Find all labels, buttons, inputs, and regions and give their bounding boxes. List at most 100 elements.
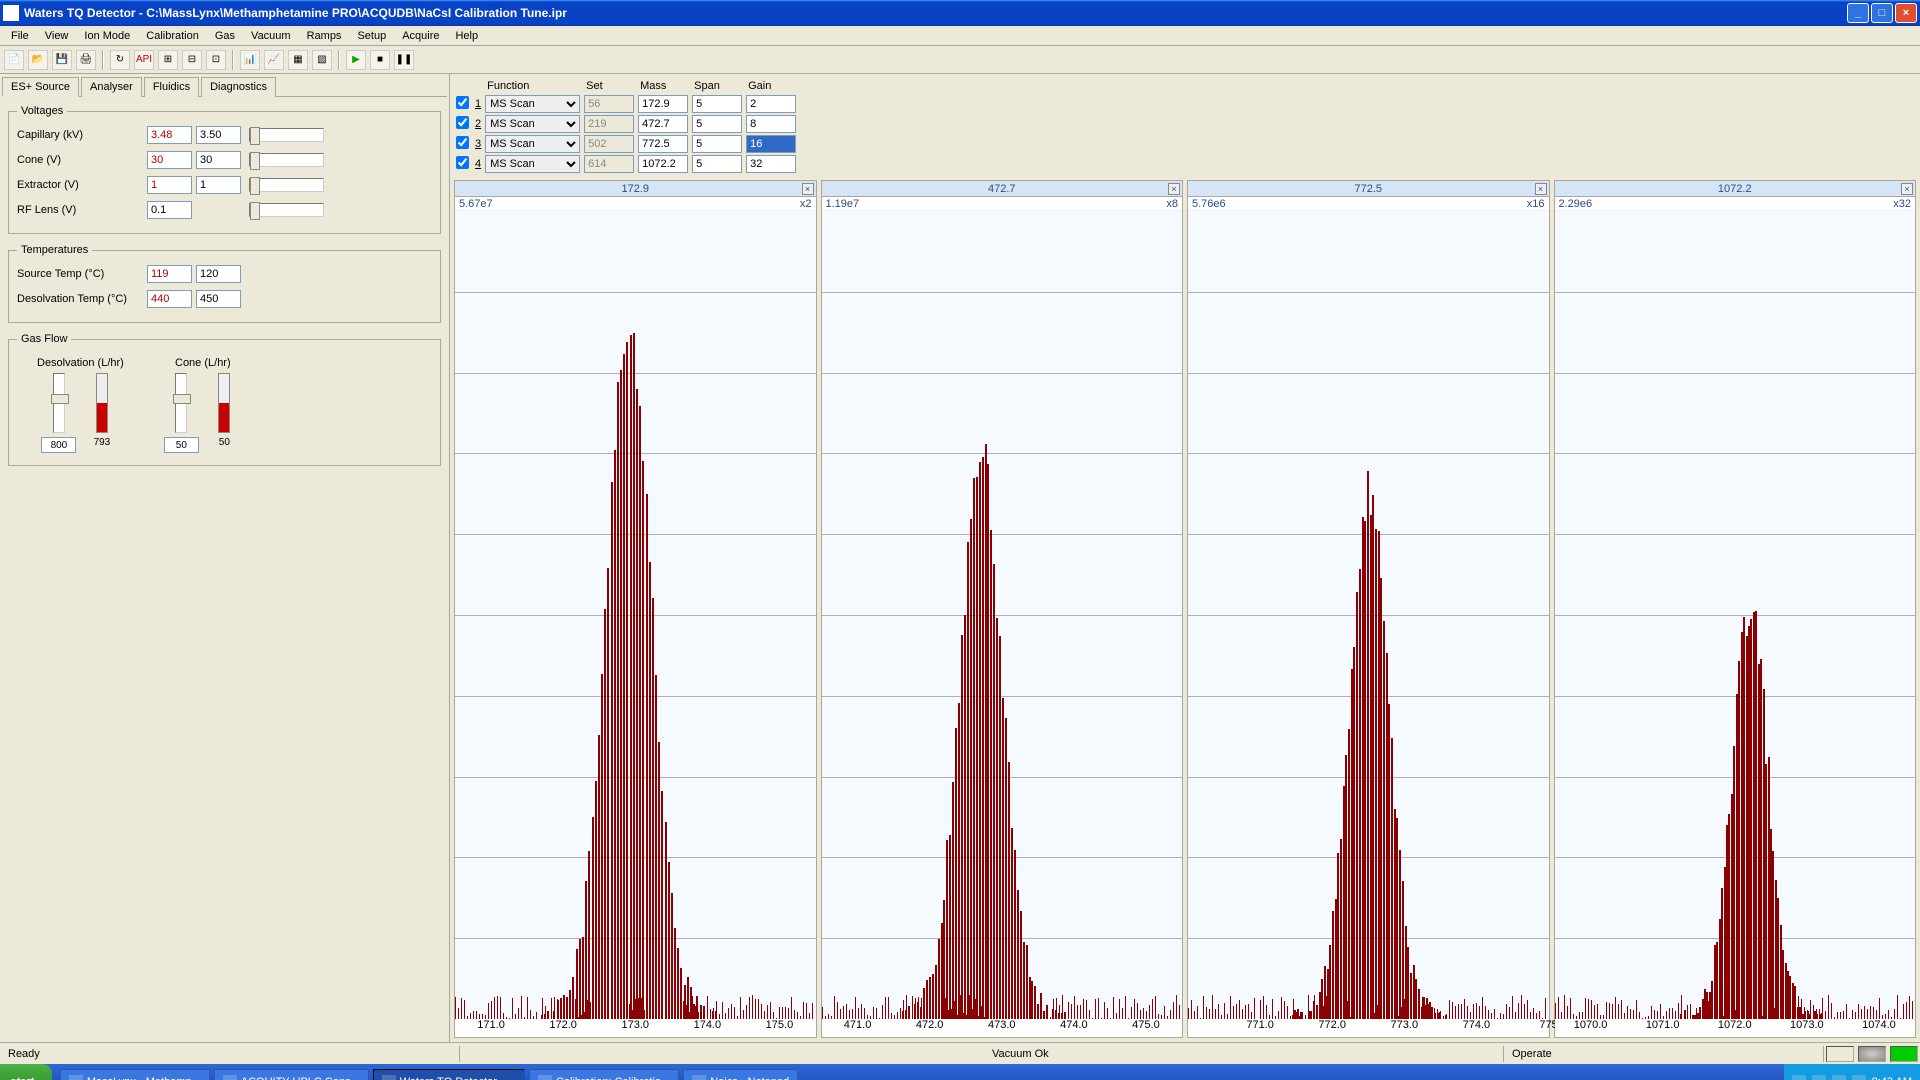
spectrum-plot[interactable] xyxy=(1188,211,1549,1019)
func-select[interactable]: MS Scan xyxy=(485,155,580,173)
menu-ramps[interactable]: Ramps xyxy=(300,28,349,44)
start-button[interactable]: start xyxy=(0,1064,52,1080)
spectrum-close-icon[interactable]: × xyxy=(1901,183,1913,195)
spectrum-close-icon[interactable]: × xyxy=(1535,183,1547,195)
rflens-label: RF Lens (V) xyxy=(17,204,147,216)
menu-calibration[interactable]: Calibration xyxy=(139,28,206,44)
tool-icon-5[interactable]: 📈 xyxy=(264,50,284,70)
spectrum-plot[interactable] xyxy=(455,211,816,1019)
tool-icon-2[interactable]: ⊟ xyxy=(182,50,202,70)
extractor-actual[interactable] xyxy=(147,176,192,194)
conegas-set[interactable] xyxy=(164,437,199,453)
tray-icon[interactable] xyxy=(1832,1075,1846,1080)
extractor-slider[interactable] xyxy=(249,178,324,192)
taskbar-button[interactable]: Waters TQ Detector - ... xyxy=(373,1069,525,1080)
tool-icon-7[interactable]: ▧ xyxy=(312,50,332,70)
taskbar-button[interactable]: MassLynx - Methamp... xyxy=(60,1069,210,1080)
tool-icon-4[interactable]: 📊 xyxy=(240,50,260,70)
spectrum-close-icon[interactable]: × xyxy=(1168,183,1180,195)
tab-analyser[interactable]: Analyser xyxy=(81,77,142,97)
menu-view[interactable]: View xyxy=(38,28,76,44)
tray-icon[interactable] xyxy=(1852,1075,1866,1080)
tool-icon-3[interactable]: ⊡ xyxy=(206,50,226,70)
func-checkbox[interactable] xyxy=(456,156,469,169)
desolvtemp-actual[interactable] xyxy=(147,290,192,308)
func-select[interactable]: MS Scan xyxy=(485,115,580,133)
sourcetemp-actual[interactable] xyxy=(147,265,192,283)
taskbar-button[interactable]: Naics - Notepad xyxy=(683,1069,798,1080)
maximize-button[interactable]: □ xyxy=(1871,3,1893,23)
cone-slider[interactable] xyxy=(249,153,324,167)
api-icon[interactable]: API xyxy=(134,50,154,70)
print-icon[interactable]: 🖨 xyxy=(76,50,96,70)
sourcetemp-set[interactable] xyxy=(196,265,241,283)
menu-gas[interactable]: Gas xyxy=(208,28,242,44)
desolv-set[interactable] xyxy=(41,437,76,453)
tab-es-source[interactable]: ES+ Source xyxy=(2,77,79,97)
close-button[interactable]: × xyxy=(1895,3,1917,23)
func-mass-input[interactable] xyxy=(638,95,688,113)
func-gain-input[interactable] xyxy=(746,115,796,133)
func-checkbox[interactable] xyxy=(456,116,469,129)
func-gain-input[interactable] xyxy=(746,135,796,153)
func-span-input[interactable] xyxy=(692,155,742,173)
system-tray[interactable]: 8:43 AM xyxy=(1784,1064,1920,1080)
save-icon[interactable]: 💾 xyxy=(52,50,72,70)
refresh-icon[interactable]: ↻ xyxy=(110,50,130,70)
axis-tick: 1070.0 xyxy=(1574,1019,1608,1031)
spectrum-plot[interactable] xyxy=(1555,211,1916,1019)
capillary-set[interactable] xyxy=(196,126,241,144)
play-icon[interactable]: ▶ xyxy=(346,50,366,70)
menu-acquire[interactable]: Acquire xyxy=(395,28,446,44)
tab-diagnostics[interactable]: Diagnostics xyxy=(201,77,276,97)
capillary-slider[interactable] xyxy=(249,128,324,142)
cone-actual[interactable] xyxy=(147,151,192,169)
func-select[interactable]: MS Scan xyxy=(485,135,580,153)
extractor-set[interactable] xyxy=(196,176,241,194)
spectrum-xaxis: 0.0771.0772.0773.0774.0775 xyxy=(1188,1019,1549,1037)
func-checkbox[interactable] xyxy=(456,136,469,149)
open-icon[interactable]: 📂 xyxy=(28,50,48,70)
func-set-input[interactable] xyxy=(584,115,634,133)
pause-icon[interactable]: ❚❚ xyxy=(394,50,414,70)
new-icon[interactable]: 📄 xyxy=(4,50,24,70)
minimize-button[interactable]: _ xyxy=(1847,3,1869,23)
rflens-slider[interactable] xyxy=(249,203,324,217)
func-gain-input[interactable] xyxy=(746,95,796,113)
desolvtemp-set[interactable] xyxy=(196,290,241,308)
func-select[interactable]: MS Scan xyxy=(485,95,580,113)
taskbar-button[interactable]: ACQUITY UPLC Cons... xyxy=(214,1069,369,1080)
stop-icon[interactable]: ■ xyxy=(370,50,390,70)
tab-fluidics[interactable]: Fluidics xyxy=(144,77,199,97)
menu-setup[interactable]: Setup xyxy=(350,28,393,44)
tool-icon-6[interactable]: ▦ xyxy=(288,50,308,70)
spectrum-close-icon[interactable]: × xyxy=(802,183,814,195)
menu-ionmode[interactable]: Ion Mode xyxy=(77,28,137,44)
tray-icon[interactable] xyxy=(1792,1075,1806,1080)
rflens-set[interactable] xyxy=(147,201,192,219)
menu-help[interactable]: Help xyxy=(448,28,485,44)
func-mass-input[interactable] xyxy=(638,155,688,173)
taskbar-button[interactable]: Calibration: Calibratio... xyxy=(529,1069,679,1080)
spectrum-xaxis: 171.0172.0173.0174.0175.0 xyxy=(455,1019,816,1037)
spectrum-intensity: 2.29e6 xyxy=(1559,198,1593,210)
menu-vacuum[interactable]: Vacuum xyxy=(244,28,298,44)
func-span-input[interactable] xyxy=(692,135,742,153)
tray-icon[interactable] xyxy=(1812,1075,1826,1080)
func-span-input[interactable] xyxy=(692,115,742,133)
capillary-actual[interactable] xyxy=(147,126,192,144)
tool-icon-1[interactable]: ⊞ xyxy=(158,50,178,70)
func-set-input[interactable] xyxy=(584,95,634,113)
func-set-input[interactable] xyxy=(584,155,634,173)
func-set-input[interactable] xyxy=(584,135,634,153)
spectrum-plot[interactable] xyxy=(822,211,1183,1019)
menu-file[interactable]: File xyxy=(4,28,36,44)
desolv-slider[interactable] xyxy=(53,373,65,433)
func-mass-input[interactable] xyxy=(638,135,688,153)
conegas-slider[interactable] xyxy=(175,373,187,433)
func-gain-input[interactable] xyxy=(746,155,796,173)
func-checkbox[interactable] xyxy=(456,96,469,109)
cone-set[interactable] xyxy=(196,151,241,169)
func-mass-input[interactable] xyxy=(638,115,688,133)
func-span-input[interactable] xyxy=(692,95,742,113)
